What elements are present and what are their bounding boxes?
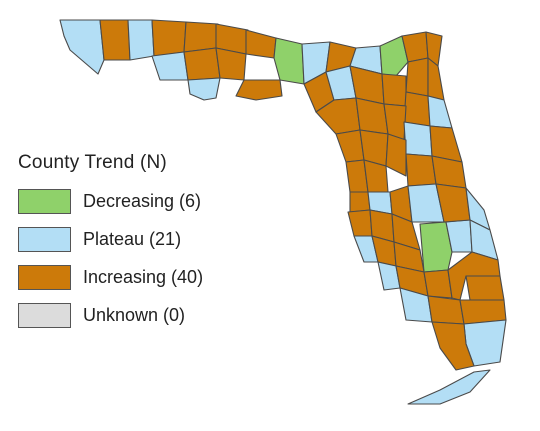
legend-item-plateau: Plateau (21) — [18, 226, 203, 253]
county-increasing — [385, 133, 407, 177]
county-increasing — [183, 21, 219, 53]
county-increasing — [403, 91, 431, 127]
county-increasing — [465, 275, 505, 301]
legend-label-increasing: Increasing (40) — [83, 267, 204, 287]
county-decreasing — [273, 37, 305, 85]
county-plateau — [427, 95, 453, 129]
county-increasing — [427, 295, 465, 325]
county-increasing — [335, 129, 365, 163]
legend-title: County Trend (N) — [18, 152, 167, 173]
legend-label-unknown: Unknown (0) — [83, 305, 186, 325]
county-increasing — [99, 19, 131, 61]
county-increasing — [355, 97, 389, 135]
county-increasing — [349, 191, 371, 213]
county-increasing — [381, 73, 407, 107]
county-increasing — [347, 209, 373, 237]
map-legend: County Trend (N) Decreasing (6) Plateau … — [18, 152, 203, 340]
legend-item-unknown: Unknown (0) — [18, 302, 203, 329]
county-plateau — [187, 77, 221, 101]
county-shapes — [59, 19, 507, 405]
legend-swatch-unknown — [18, 303, 71, 328]
county-increasing — [235, 79, 283, 101]
county-plateau — [127, 19, 155, 61]
legend-label-decreasing: Decreasing (6) — [83, 191, 202, 211]
legend-item-increasing: Increasing (40) — [18, 264, 203, 291]
legend-item-decreasing: Decreasing (6) — [18, 188, 203, 215]
county-increasing — [405, 57, 429, 97]
county-increasing — [245, 29, 277, 59]
legend-swatch-decreasing — [18, 189, 71, 214]
county-increasing — [405, 153, 437, 187]
county-increasing — [151, 19, 187, 57]
legend-swatch-plateau — [18, 227, 71, 252]
county-increasing — [431, 321, 475, 371]
county-plateau — [151, 51, 189, 81]
county-increasing — [183, 47, 221, 81]
county-increasing — [423, 269, 453, 299]
county-plateau — [407, 369, 491, 405]
county-plateau — [403, 121, 433, 157]
legend-swatch-increasing — [18, 265, 71, 290]
legend-label-plateau: Plateau (21) — [83, 229, 182, 249]
county-increasing — [215, 47, 247, 81]
county-increasing — [427, 57, 445, 101]
county-decreasing — [379, 35, 409, 77]
county-plateau — [59, 19, 105, 75]
